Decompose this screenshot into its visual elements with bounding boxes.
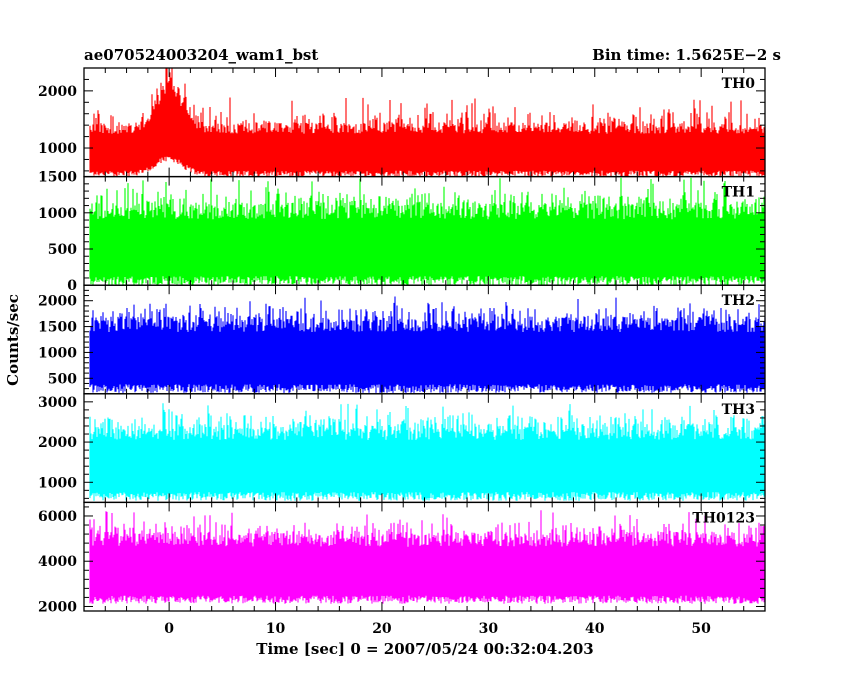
y-tick-label: 500 <box>48 371 77 387</box>
y-tick-label: 2000 <box>38 84 77 100</box>
x-tick-label: 0 <box>164 621 174 637</box>
bin-time-label: Bin time: 1.5625E−2 s <box>592 46 781 64</box>
y-tick-label: 2000 <box>38 599 77 615</box>
y-tick-label: 1000 <box>38 475 77 491</box>
y-tick-label: 500 <box>48 242 77 258</box>
y-tick-label: 2000 <box>38 294 77 310</box>
y-tick-label: 1500 <box>38 320 77 336</box>
plot-title: ae070524003204_wam1_bst <box>84 46 318 64</box>
y-axis-label: Counts/sec <box>4 294 22 386</box>
y-tick-label: 1000 <box>38 141 77 157</box>
x-tick-label: 10 <box>266 621 286 637</box>
panel-label-th0123: TH0123 <box>692 510 755 526</box>
light-curve-th2 <box>89 296 766 393</box>
panel-label-th1: TH1 <box>722 185 755 201</box>
panel-th3: 1000 2000 3000 TH3 <box>38 393 766 504</box>
light-curve-th0 <box>89 68 766 177</box>
y-tick-label: 3000 <box>38 395 77 411</box>
y-tick-label: 4000 <box>38 554 77 570</box>
y-tick-label: 1000 <box>38 345 77 361</box>
panel-th1: 0 500 1000 1500 TH1 <box>38 170 766 294</box>
x-tick-label: 30 <box>479 621 499 637</box>
light-curve-th3 <box>89 403 766 501</box>
panel-th2: 500 1000 1500 2000 TH2 <box>38 284 766 395</box>
x-axis-label: Time [sec] 0 = 2007/05/24 00:32:04.203 <box>256 640 593 658</box>
panel-th0123: 2000 4000 6000 TH0123 <box>38 501 766 615</box>
y-tick-label: 1000 <box>38 206 77 222</box>
panel-label-th0: TH0 <box>722 76 756 92</box>
y-tick-label: 6000 <box>38 509 77 525</box>
panel-th0: 1000 2000 TH0 <box>38 67 766 178</box>
panel-label-th2: TH2 <box>722 293 755 309</box>
y-tick-label: 0 <box>67 278 77 294</box>
y-tick-label: 2000 <box>38 435 77 451</box>
x-tick-label: 20 <box>372 621 392 637</box>
light-curve-th0123 <box>89 510 766 604</box>
y-tick-label: 1500 <box>38 170 77 186</box>
light-curve-th1 <box>89 177 766 286</box>
panel-label-th3: TH3 <box>722 402 755 418</box>
x-tick-label: 50 <box>691 621 711 637</box>
x-tick-label: 40 <box>585 621 605 637</box>
